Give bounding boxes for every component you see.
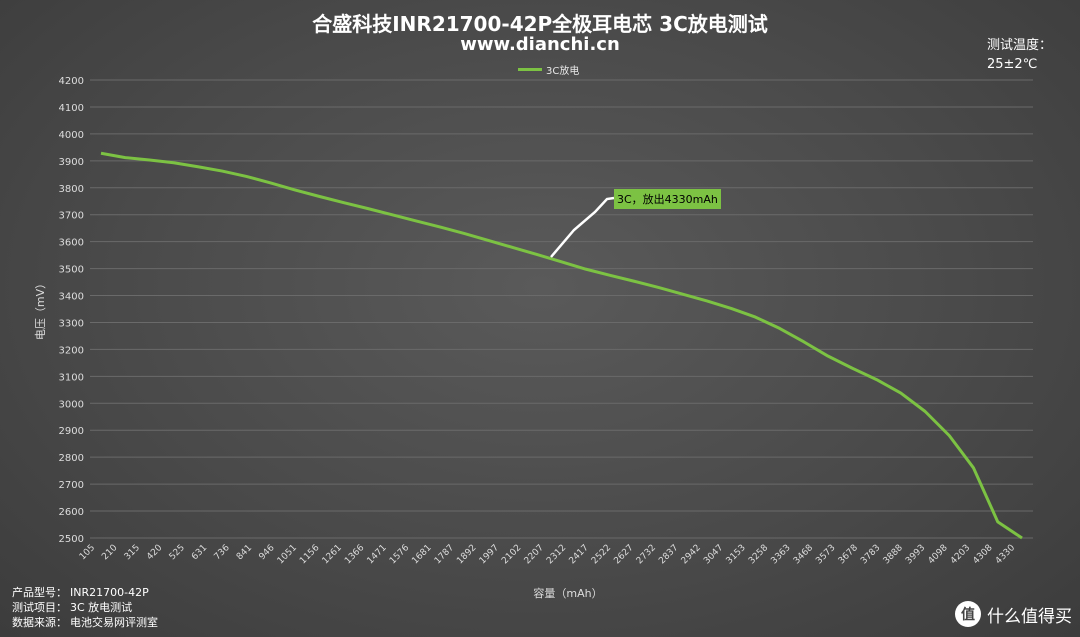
info-row-model: 产品型号： INR21700-42P [12, 585, 158, 600]
legend-swatch [518, 68, 542, 71]
x-tick-label: 1471 [366, 543, 389, 566]
y-tick-label: 3800 [59, 184, 84, 195]
x-tick-label: 1997 [478, 543, 501, 566]
x-tick-label: 2732 [635, 543, 658, 566]
x-tick-label: 2102 [500, 543, 523, 566]
x-tick-label: 3993 [904, 543, 927, 566]
x-tick-label: 946 [257, 543, 276, 562]
annotation-leader [550, 196, 615, 258]
temperature-value: 25±2℃ [986, 57, 1038, 72]
x-tick-label: 420 [145, 543, 164, 562]
watermark: 值 什么值得买 [955, 601, 1072, 627]
y-tick-label: 3500 [59, 265, 84, 276]
x-axis-ticks: 105 210 315 420 525 631 736 841 946 1051 1156 1261 1… [78, 543, 1017, 566]
x-tick-label: 3153 [725, 543, 748, 566]
x-tick-label: 631 [190, 543, 209, 562]
chart-subtitle: www.dianchi.cn [460, 34, 620, 55]
temperature-label: 测试温度： [986, 38, 1052, 53]
x-tick-label: 3888 [882, 543, 905, 566]
x-tick-label: 2522 [590, 543, 613, 566]
watermark-logo-icon: 值 [955, 601, 981, 627]
x-tick-label: 2207 [523, 543, 546, 566]
x-tick-label: 3783 [859, 543, 882, 566]
y-tick-label: 2900 [59, 426, 84, 437]
y-tick-label: 3300 [59, 318, 84, 329]
test-info: 产品型号： INR21700-42P 测试项目： 3C 放电测试 数据来源： 电… [12, 585, 158, 630]
x-tick-label: 1576 [388, 543, 411, 566]
y-tick-label: 2700 [59, 480, 84, 491]
y-tick-label: 3100 [59, 372, 84, 383]
x-tick-label: 841 [235, 543, 254, 562]
x-tick-label: 1051 [276, 543, 299, 566]
x-tick-label: 3258 [747, 543, 770, 566]
x-tick-label: 1156 [298, 543, 321, 566]
x-tick-label: 4308 [971, 543, 994, 566]
x-tick-label: 1892 [455, 543, 478, 566]
info-row-item: 测试项目： 3C 放电测试 [12, 600, 158, 615]
x-tick-label: 1261 [321, 543, 344, 566]
x-tick-label: 315 [123, 543, 142, 562]
info-row-source: 数据来源： 电池交易网评测室 [12, 615, 158, 630]
series-line [100, 151, 1023, 540]
y-tick-label: 3700 [59, 211, 84, 222]
info-value: 3C 放电测试 [70, 601, 133, 614]
legend-label: 3C放电 [546, 66, 580, 77]
annotation-label: 3C，放出4330mAh [614, 189, 721, 209]
test-temperature: 测试温度： 25±2℃ [987, 36, 1052, 74]
chart-title: 合盛科技INR21700-42P全极耳电芯 3C放电测试 [312, 12, 768, 36]
y-tick-label: 2500 [59, 534, 84, 545]
y-tick-label: 4100 [59, 103, 84, 114]
y-tick-label: 2600 [59, 507, 84, 518]
x-tick-label: 2312 [545, 543, 568, 566]
x-tick-label: 3678 [837, 543, 860, 566]
annotation-leader-line [550, 196, 615, 258]
x-tick-label: 1681 [410, 543, 433, 566]
legend: 3C放电 [518, 62, 579, 77]
y-tick-label: 3900 [59, 157, 84, 168]
x-tick-label: 4098 [927, 543, 950, 566]
y-axis-ticks: 2500 2600 2700 2800 2900 3000 3100 3200 3300 3400… [59, 76, 84, 545]
info-key: 测试项目： [12, 601, 67, 614]
watermark-text: 什么值得买 [987, 606, 1072, 627]
y-tick-label: 3400 [59, 292, 84, 303]
x-tick-label: 3573 [814, 543, 837, 566]
y-tick-label: 3600 [59, 238, 84, 249]
y-tick-label: 4200 [59, 76, 84, 87]
y-tick-label: 3200 [59, 345, 84, 356]
x-tick-label: 4203 [949, 543, 972, 566]
info-value: INR21700-42P [70, 586, 149, 599]
x-tick-label: 1366 [343, 543, 366, 566]
y-axis-label: 电压（mV） [34, 278, 47, 340]
x-tick-label: 3468 [792, 543, 815, 566]
grid-lines [90, 79, 1033, 539]
y-tick-label: 4000 [59, 130, 84, 141]
x-tick-label: 736 [213, 543, 232, 562]
x-tick-label: 4330 [994, 543, 1017, 566]
x-tick-label: 3363 [769, 543, 792, 566]
x-tick-label: 2837 [657, 543, 680, 566]
y-tick-label: 3000 [59, 399, 84, 410]
info-key: 产品型号： [12, 586, 67, 599]
series-3c-discharge [100, 151, 1023, 540]
x-tick-label: 3047 [702, 543, 725, 566]
x-tick-label: 1787 [433, 543, 456, 566]
x-tick-label: 2417 [568, 543, 591, 566]
x-tick-label: 105 [78, 543, 97, 562]
x-tick-label: 2627 [612, 543, 635, 566]
info-key: 数据来源： [12, 616, 67, 629]
x-tick-label: 2942 [680, 543, 703, 566]
info-value: 电池交易网评测室 [70, 616, 158, 629]
y-tick-label: 2800 [59, 453, 84, 464]
x-axis-label: 容量（mAh） [533, 586, 602, 600]
x-tick-label: 210 [100, 543, 119, 562]
x-tick-label: 525 [168, 543, 187, 562]
